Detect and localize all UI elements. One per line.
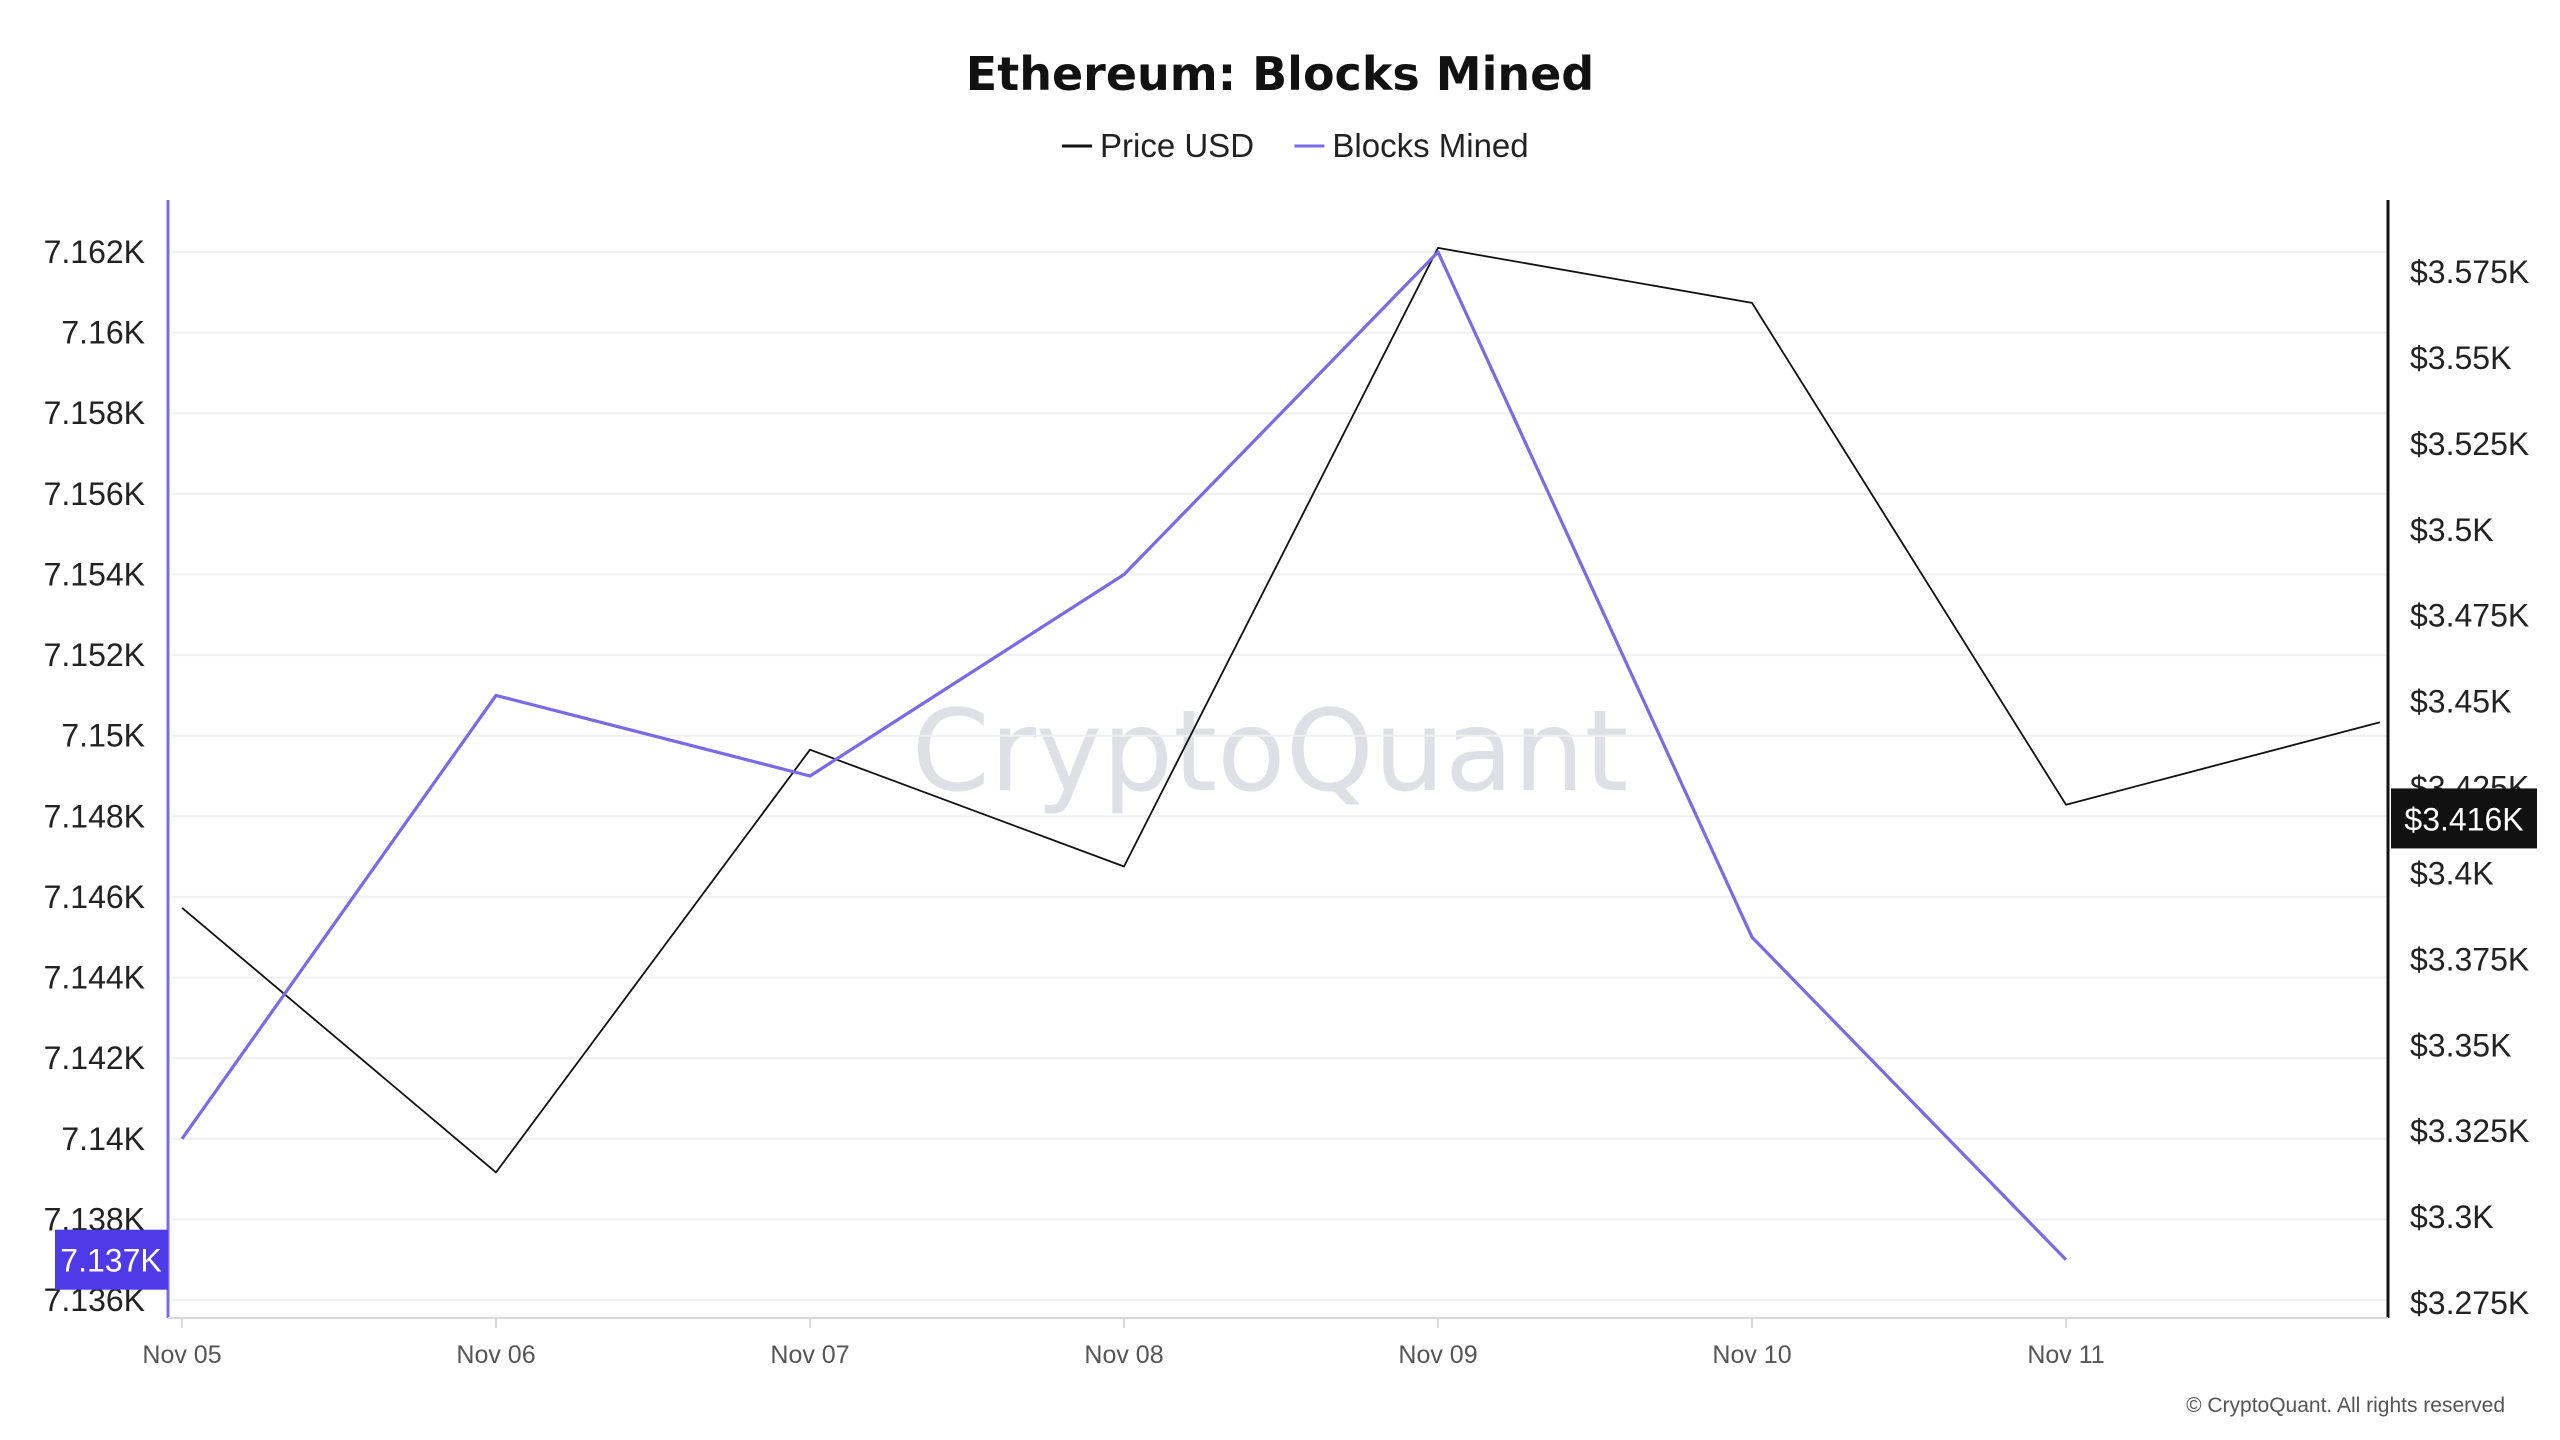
left-tick-label: 7.14K — [61, 1121, 145, 1157]
left-tick-label: 7.16K — [61, 315, 145, 351]
legend-label: Blocks Mined — [1332, 127, 1528, 164]
right-tick-label: $3.375K — [2410, 941, 2529, 977]
right-tick-label: $3.45K — [2410, 684, 2511, 720]
right-tick-label: $3.3K — [2410, 1199, 2494, 1235]
right-tick-label: $3.4K — [2410, 855, 2494, 891]
x-tick-label: Nov 08 — [1084, 1341, 1163, 1369]
legend-label: Price USD — [1100, 127, 1254, 164]
x-axis-ticks: Nov 05 Nov 06 Nov 07 Nov 08 Nov 09 Nov 10 Nov … — [142, 1318, 2105, 1369]
right-tick-label: $3.35K — [2410, 1027, 2511, 1063]
axis-badges: 7.137K $3.416K — [55, 788, 2537, 1290]
series-layer — [180, 246, 2381, 1261]
left-tick-label: 7.142K — [44, 1040, 145, 1076]
left-tick-label: 7.148K — [44, 798, 145, 834]
right-tick-label: $3.275K — [2410, 1285, 2529, 1321]
right-axis-ticks: $3.275K $3.3K $3.325K $3.35K $3.375K $3.4K $3.… — [2410, 254, 2529, 1321]
left-tick-label: 7.158K — [44, 395, 145, 431]
right-tick-label: $3.525K — [2410, 426, 2529, 462]
axes — [166, 200, 2390, 1319]
legend: Price USD Blocks Mined — [1062, 127, 1529, 164]
left-axis-badge — [55, 1229, 168, 1290]
right-tick-label: $3.5K — [2410, 512, 2494, 548]
series-line-blocks-mined — [180, 250, 2068, 1261]
left-axis-badge-label: 7.137K — [60, 1243, 161, 1279]
x-tick-label: Nov 07 — [770, 1341, 849, 1369]
right-tick-label: $3.325K — [2410, 1113, 2529, 1149]
legend-item: Blocks Mined — [1294, 127, 1529, 164]
right-axis-badge-label: $3.416K — [2404, 801, 2523, 837]
right-axis-badge — [2391, 788, 2537, 849]
x-tick-label: Nov 05 — [142, 1341, 221, 1369]
left-tick-label: 7.154K — [44, 556, 145, 592]
left-tick-label: 7.152K — [44, 637, 145, 673]
right-tick-label: $3.575K — [2410, 254, 2529, 290]
legend-item: Price USD — [1062, 127, 1254, 164]
left-tick-label: 7.144K — [44, 960, 145, 996]
x-tick-label: Nov 09 — [1398, 1341, 1477, 1369]
left-tick-label: 7.146K — [44, 879, 145, 915]
x-tick-label: Nov 06 — [456, 1341, 535, 1369]
chart-title: Ethereum: Blocks Mined — [966, 47, 1594, 101]
left-axis-ticks: 7.136K7.138K7.14K7.142K7.144K7.146K7.148… — [44, 234, 145, 1318]
right-tick-label: $3.55K — [2410, 340, 2511, 376]
left-tick-label: 7.15K — [61, 718, 145, 754]
x-tick-label: Nov 10 — [1712, 1341, 1791, 1369]
copyright-text: © CryptoQuant. All rights reserved — [2186, 1394, 2505, 1417]
left-tick-label: 7.162K — [44, 234, 145, 270]
series-line-price-usd — [181, 246, 2381, 1174]
x-tick-label: Nov 11 — [2027, 1341, 2104, 1369]
watermark: CryptoQuant — [912, 687, 1629, 817]
left-tick-label: 7.156K — [44, 476, 145, 512]
right-tick-label: $3.475K — [2410, 598, 2529, 634]
